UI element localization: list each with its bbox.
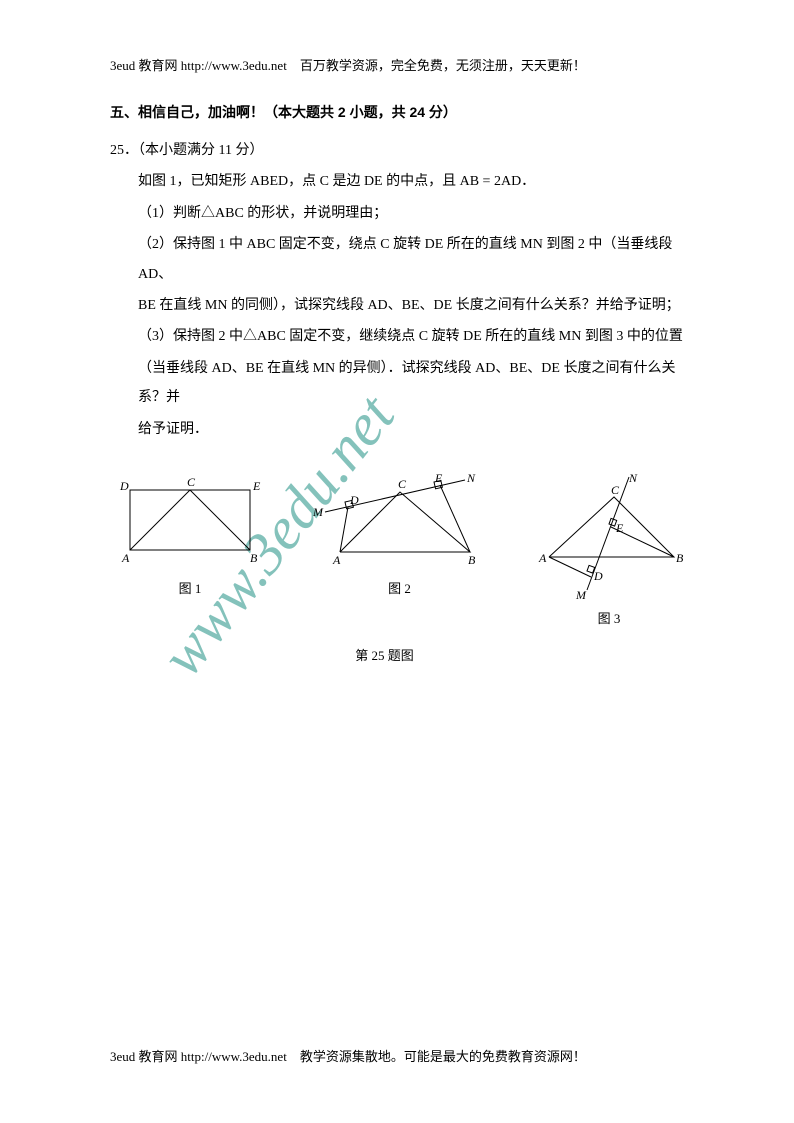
header-url: http://www.3edu.net	[181, 58, 287, 73]
figures-row: D C E A B 图 1	[110, 472, 689, 627]
page-footer: 3eud 教育网 http://www.3edu.net 教学资源集散地。可能是…	[110, 1046, 586, 1065]
svg-text:C: C	[187, 475, 196, 489]
svg-text:N: N	[628, 472, 638, 485]
page-header: 3eud 教育网 http://www.3edu.net 百万教学资源，完全免费…	[110, 55, 689, 74]
fig1-label: 图 1	[110, 578, 270, 597]
fig3-label: 图 3	[529, 608, 689, 627]
svg-text:M: M	[575, 588, 587, 602]
figure-2: M D C E N A B 图 2	[305, 472, 495, 627]
figure-1: D C E A B 图 1	[110, 472, 270, 627]
q25-p4c: 给予证明．	[110, 415, 689, 444]
footer-site: 3eud 教育网	[110, 1049, 178, 1064]
fig2-label: 图 2	[305, 578, 495, 597]
header-tagline: 百万教学资源，完全免费，无须注册，天天更新！	[300, 58, 586, 73]
footer-url: http://www.3edu.net	[181, 1049, 287, 1064]
figures-caption: 第 25 题图	[80, 645, 689, 664]
footer-tagline: 教学资源集散地。可能是最大的免费教育资源网！	[300, 1049, 586, 1064]
svg-text:C: C	[398, 477, 407, 491]
svg-text:B: B	[468, 553, 476, 567]
q25-p4: （3）保持图 2 中△ABC 固定不变，继续绕点 C 旋转 DE 所在的直线 M…	[110, 322, 689, 351]
q25-p1: 如图 1，已知矩形 ABED，点 C 是边 DE 的中点，且 AB = 2AD．	[110, 167, 689, 196]
svg-text:D: D	[593, 569, 603, 583]
svg-text:D: D	[119, 479, 129, 493]
svg-text:E: E	[615, 521, 624, 535]
svg-text:B: B	[250, 551, 258, 565]
svg-text:E: E	[434, 472, 443, 485]
svg-text:C: C	[611, 483, 620, 497]
svg-text:E: E	[252, 479, 261, 493]
section-title: 五、相信自己，加油啊！（本大题共 2 小题，共 24 分）	[110, 102, 689, 122]
svg-text:D: D	[349, 493, 359, 507]
svg-text:B: B	[676, 551, 684, 565]
header-site: 3eud 教育网	[110, 58, 178, 73]
svg-text:A: A	[121, 551, 130, 565]
q25-p2: （1）判断△ABC 的形状，并说明理由；	[110, 199, 689, 228]
svg-text:A: A	[538, 551, 547, 565]
svg-text:N: N	[466, 472, 476, 485]
svg-text:M: M	[312, 505, 324, 519]
q25-p4b: （当垂线段 AD、BE 在直线 MN 的异侧）．试探究线段 AD、BE、DE 长…	[110, 354, 689, 413]
q25-number: 25．（本小题满分 11 分）	[110, 136, 689, 165]
q25-p3: （2）保持图 1 中 ABC 固定不变，绕点 C 旋转 DE 所在的直线 MN …	[110, 230, 689, 289]
q25-p3b: BE 在直线 MN 的同侧），试探究线段 AD、BE、DE 长度之间有什么关系？…	[110, 291, 689, 320]
figure-3: N C E A B D M 图 3	[529, 472, 689, 627]
svg-text:A: A	[332, 553, 341, 567]
